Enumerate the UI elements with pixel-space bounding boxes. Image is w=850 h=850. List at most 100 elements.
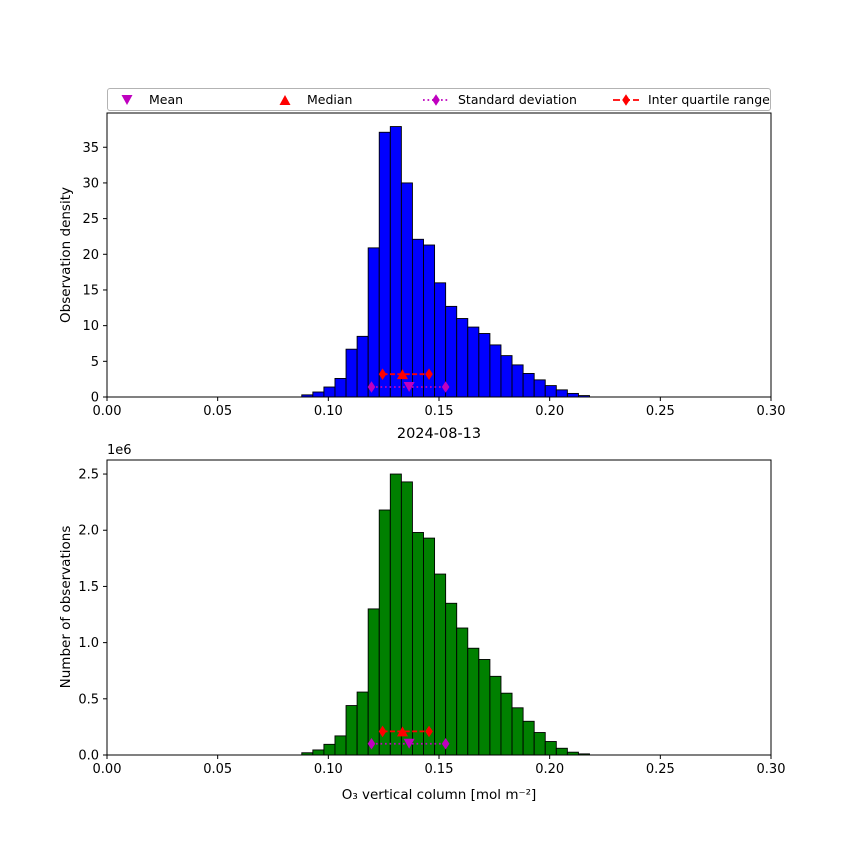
legend-item-standard-deviation: Standard deviation <box>421 89 577 110</box>
ylabel-number-of-observations: Number of observations <box>58 525 74 689</box>
mean-marker <box>403 382 415 393</box>
iqr-diamond <box>425 368 433 380</box>
histogram-bar <box>478 659 491 756</box>
x-tick-label: 0.00 <box>93 404 122 419</box>
histogram-bar <box>533 379 546 398</box>
histogram-bar <box>423 537 436 756</box>
y-tick-label: 2.0 <box>78 524 99 539</box>
legend-label: Mean <box>149 92 184 107</box>
x-tick-label: 0.00 <box>93 762 122 777</box>
x-tick-label: 0.20 <box>535 404 564 419</box>
histogram-bar <box>323 743 336 756</box>
histogram-bar <box>555 389 568 398</box>
histogram-bar <box>522 720 535 756</box>
histogram-bar <box>345 348 358 398</box>
histogram-bar <box>533 732 546 756</box>
x-tick-label: 0.20 <box>535 762 564 777</box>
std-deviation-diamond <box>441 381 450 393</box>
legend-item-mean: Mean <box>112 89 183 110</box>
legend-marker-glyph <box>279 94 291 105</box>
histogram-bar <box>467 326 480 398</box>
histogram-bar <box>367 247 380 398</box>
histogram-bar <box>400 182 413 398</box>
histogram-bar <box>334 735 347 756</box>
legend: Mean Median Standard deviation Inter qua… <box>107 88 771 111</box>
histogram-bar <box>478 333 491 398</box>
histogram-bar <box>544 385 557 398</box>
histogram-bar <box>334 377 347 398</box>
bottom-histogram-plot: 0.00 0.05 0.10 0.15 0.20 0.25 0.30 0.0 0.5 1.0 1.5… <box>78 459 786 777</box>
legend-label: Inter quartile range <box>648 92 770 107</box>
histogram-bar <box>566 392 579 398</box>
std-deviation-diamond <box>367 381 376 393</box>
x-tick-label: 0.10 <box>314 404 343 419</box>
x-tick-label: 0.10 <box>314 762 343 777</box>
legend-item-inter-quartile-range: Inter quartile range <box>611 89 770 110</box>
histogram-bar <box>378 131 391 398</box>
ylabel-observation-density: Observation density <box>58 187 74 323</box>
histogram-bar <box>522 373 535 398</box>
histogram-bar <box>555 747 568 756</box>
plot-title-date: 2024-08-13 <box>396 426 482 442</box>
iqr-diamond <box>378 725 387 738</box>
x-tick-label: 0.25 <box>646 404 675 419</box>
legend-marker-glyph <box>622 93 630 106</box>
histogram-bar <box>411 532 424 756</box>
histogram-bar <box>434 573 447 756</box>
y-tick-label: 0.0 <box>78 749 99 764</box>
legend-item-median: Median <box>270 89 352 110</box>
mean-marker <box>403 738 415 749</box>
x-tick-label: 0.05 <box>203 762 232 777</box>
histogram-bar <box>434 282 447 398</box>
legend-label: Standard deviation <box>458 92 577 107</box>
y-tick-label: 5 <box>91 355 99 370</box>
histogram-bar <box>489 675 502 756</box>
histogram-bar <box>389 126 402 398</box>
histogram-bar <box>489 344 502 398</box>
histogram-bar <box>389 473 402 756</box>
y-tick-label: 0.5 <box>78 692 99 707</box>
median-marker-icon <box>279 94 291 105</box>
histogram-bar <box>445 305 458 398</box>
std-deviation-diamond <box>441 737 450 750</box>
std-deviation-diamond <box>367 737 376 750</box>
histogram-bar <box>312 749 325 756</box>
x-tick-label: 0.30 <box>757 404 786 419</box>
histogram-bar <box>456 318 469 398</box>
x-tick-label: 0.30 <box>757 762 786 777</box>
std-deviation-marker-icon <box>423 93 449 106</box>
histogram-bar <box>367 608 380 756</box>
median-marker <box>396 369 408 380</box>
histogram-bar <box>323 386 336 398</box>
histogram-bar <box>544 741 557 756</box>
xlabel-o3-vertical-column: O₃ vertical column [mol m⁻²] <box>341 787 537 803</box>
legend-marker-glyph <box>121 94 133 105</box>
histogram-bar <box>356 335 369 398</box>
histogram-bar <box>511 364 524 398</box>
legend-marker-glyph <box>432 93 440 106</box>
mean-marker-icon <box>121 94 133 105</box>
histogram-bar <box>500 692 513 756</box>
y-tick-label: 20 <box>82 248 99 263</box>
histogram-bar <box>467 647 480 756</box>
histogram-bar <box>356 691 369 756</box>
y-tick-label: 1.0 <box>78 636 99 651</box>
legend-label: Median <box>307 92 353 107</box>
histogram-bar <box>400 481 413 756</box>
histogram-bar <box>312 391 325 398</box>
y-tick-label: 2.5 <box>78 468 99 483</box>
histogram-bar <box>511 707 524 756</box>
histogram-bar <box>345 705 358 756</box>
y-tick-label: 25 <box>82 212 99 227</box>
iqr-diamond <box>425 725 433 738</box>
y-tick-label: 30 <box>82 176 99 191</box>
y-tick-label: 15 <box>82 283 99 298</box>
iqr-diamond <box>378 368 387 380</box>
histogram-bar <box>445 602 458 756</box>
histogram-bar <box>456 627 469 756</box>
y-tick-label: 10 <box>82 319 99 334</box>
x-tick-label: 0.15 <box>425 762 454 777</box>
top-histogram-plot: 0.00 0.05 0.10 0.15 0.20 0.25 0.30 0 5 10 15 20 25 30… <box>82 112 786 419</box>
